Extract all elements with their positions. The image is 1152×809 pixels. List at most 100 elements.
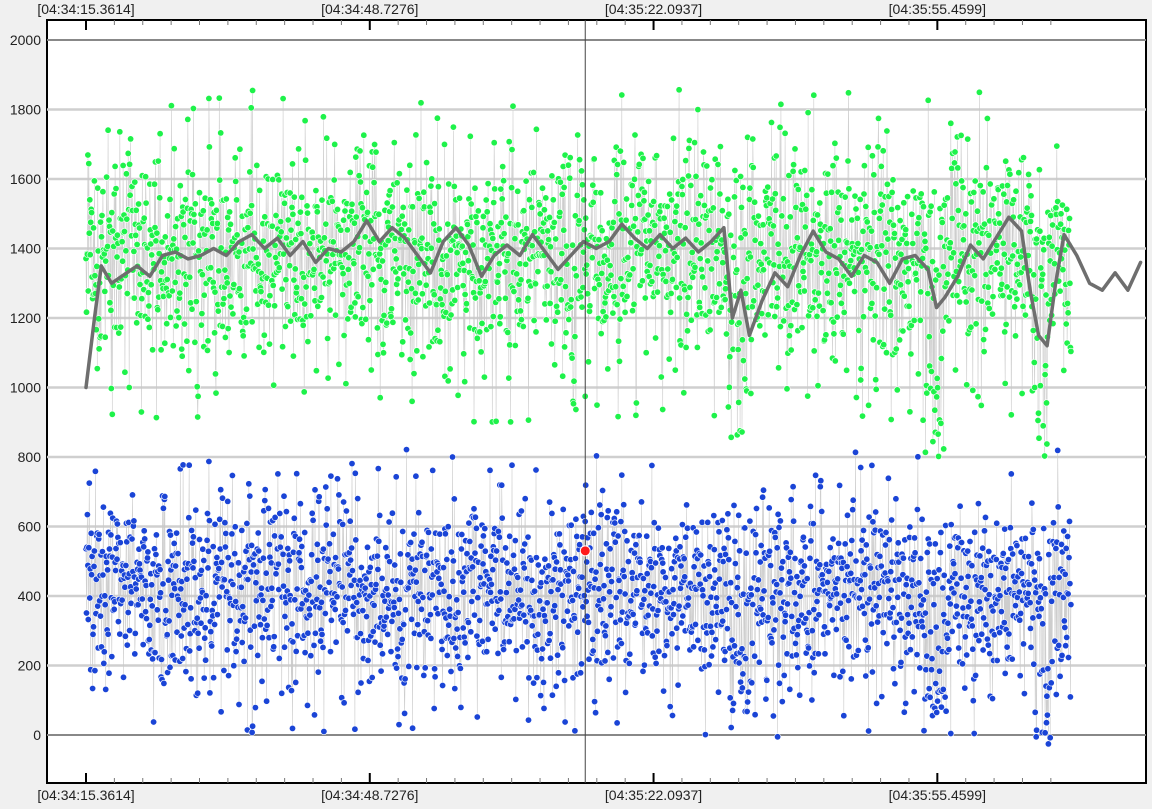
lower-series-point — [950, 589, 958, 597]
lower-series-point — [165, 617, 173, 625]
lower-series-point — [267, 559, 275, 567]
lower-series-point — [639, 574, 647, 582]
upper-series-point — [743, 275, 751, 283]
upper-series-point — [191, 338, 199, 346]
lower-series-point — [647, 564, 655, 572]
lower-series-point — [794, 622, 802, 630]
y-tick-label: 600 — [18, 519, 42, 535]
lower-series-point — [413, 663, 421, 671]
lower-series-point — [324, 555, 332, 563]
lower-series-point — [228, 530, 236, 538]
upper-series-point — [858, 412, 866, 420]
lower-series-point — [271, 513, 279, 521]
lower-series-point — [902, 581, 910, 589]
lower-series-point — [103, 558, 111, 566]
lower-series-point — [854, 646, 862, 654]
upper-series-point — [694, 200, 702, 208]
upper-series-point — [836, 290, 844, 298]
lower-series-point — [710, 512, 718, 520]
upper-series-point — [558, 250, 566, 258]
lower-series-point — [673, 624, 681, 632]
lower-series-point — [727, 579, 735, 587]
lower-series-point — [460, 588, 468, 596]
lower-series-point — [284, 544, 292, 552]
lower-series-point — [1019, 640, 1027, 648]
lower-series-point — [734, 611, 742, 619]
upper-series-point — [764, 183, 772, 191]
upper-series-point — [489, 234, 497, 242]
upper-series-point — [982, 164, 990, 172]
upper-series-point — [634, 228, 642, 236]
upper-series-point — [303, 209, 311, 217]
upper-series-point — [954, 164, 962, 172]
lower-series-point — [980, 614, 988, 622]
lower-series-point — [151, 649, 159, 657]
lower-series-point — [841, 540, 849, 548]
lower-series-point — [145, 635, 153, 643]
lower-series-point — [883, 640, 891, 648]
lower-series-point — [792, 651, 800, 659]
upper-series-point — [121, 228, 129, 236]
upper-series-point — [682, 157, 690, 165]
lower-series-point — [427, 634, 435, 642]
upper-series-point — [300, 388, 308, 396]
lower-series-point — [349, 610, 357, 618]
lower-series-point — [347, 581, 355, 589]
lower-series-point — [604, 648, 612, 656]
upper-series-point — [434, 183, 442, 191]
upper-series-point — [662, 277, 670, 285]
lower-series-point — [293, 470, 301, 478]
upper-series-point — [1057, 210, 1065, 218]
lower-series-point — [257, 584, 265, 592]
lower-series-point — [711, 566, 719, 574]
lower-series-point — [445, 621, 453, 629]
lower-series-point — [86, 594, 94, 602]
lower-series-point — [790, 517, 798, 525]
upper-series-point — [413, 347, 421, 355]
lower-series-point — [778, 698, 786, 706]
upper-series-point — [912, 276, 920, 284]
upper-series-point — [819, 307, 827, 315]
upper-series-point — [709, 204, 717, 212]
lower-series-point — [165, 576, 173, 584]
lower-series-point — [774, 510, 782, 518]
upper-series-point — [688, 248, 696, 256]
upper-series-point — [478, 236, 486, 244]
lower-series-point — [706, 622, 714, 630]
upper-series-point — [235, 285, 243, 293]
upper-series-point — [383, 199, 391, 207]
upper-series-point — [328, 197, 336, 205]
upper-series-point — [342, 380, 350, 388]
upper-series-point — [302, 156, 310, 164]
lower-series-point — [146, 595, 154, 603]
lower-series-point — [967, 615, 975, 623]
upper-series-point — [212, 206, 220, 214]
upper-series-point — [953, 291, 961, 299]
lower-series-point — [708, 628, 716, 636]
upper-series-point — [686, 283, 694, 291]
upper-series-point — [565, 315, 573, 323]
lower-series-point — [1021, 534, 1029, 542]
upper-series-point — [1064, 299, 1072, 307]
upper-series-point — [396, 264, 404, 272]
upper-series-point — [288, 203, 296, 211]
lower-series-point — [449, 577, 457, 585]
upper-series-point — [442, 252, 450, 260]
upper-series-point — [376, 394, 384, 402]
upper-series-point — [606, 262, 614, 270]
upper-series-point — [95, 345, 103, 353]
lower-series-point — [124, 608, 132, 616]
upper-series-point — [137, 408, 145, 416]
upper-series-point — [132, 231, 140, 239]
lower-series-point — [340, 498, 348, 506]
lower-series-point — [694, 636, 702, 644]
lower-series-point — [742, 655, 750, 663]
upper-series-point — [319, 273, 327, 281]
lower-series-point — [400, 620, 408, 628]
upper-series-point — [178, 352, 186, 360]
upper-series-point — [410, 370, 418, 378]
lower-series-point — [933, 708, 941, 716]
upper-series-point — [496, 313, 504, 321]
lower-series-point — [894, 539, 902, 547]
lower-series-point — [274, 560, 282, 568]
